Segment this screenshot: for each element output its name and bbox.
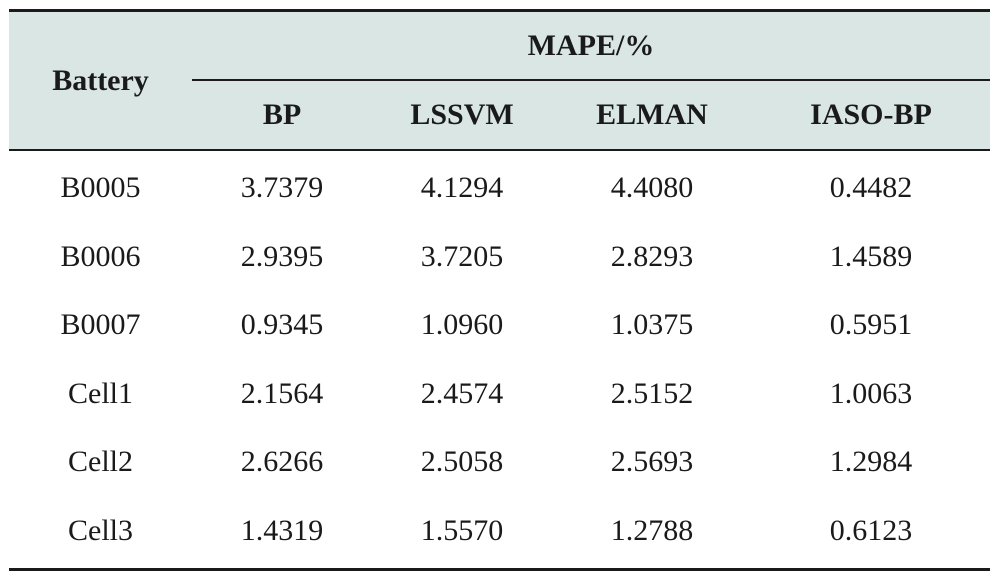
value-cell: 2.5693	[610, 445, 694, 479]
battery-cell: Cell2	[68, 445, 133, 479]
value-cell: 3.7205	[420, 239, 504, 273]
battery-cell: B0006	[60, 239, 141, 273]
battery-cell: B0005	[60, 171, 141, 205]
value-cell: 2.1564	[240, 376, 324, 410]
value-cell: 1.4319	[240, 513, 324, 547]
method-headers: BP LSSVM ELMAN IASO-BP	[192, 81, 990, 149]
group-rule	[192, 79, 990, 81]
value-cell: 0.9345	[240, 308, 324, 342]
column-header-elman: ELMAN	[596, 98, 708, 131]
value-cell: 1.2788	[610, 513, 694, 547]
battery-column-header: Battery	[52, 63, 149, 97]
header-rule	[9, 149, 990, 151]
value-cell: 0.6123	[829, 513, 913, 547]
value-cell: 2.8293	[610, 239, 694, 273]
value-cell: 1.4589	[829, 239, 913, 273]
column-header-lssvm: LSSVM	[410, 98, 514, 131]
value-cell: 1.0063	[829, 376, 913, 410]
value-cell: 1.2984	[829, 445, 913, 479]
table-row: B0007 0.9345 1.0960 1.0375 0.5951	[9, 291, 990, 360]
battery-cell: Cell1	[68, 376, 133, 410]
value-cell: 1.0375	[610, 308, 694, 342]
battery-cell: Cell3	[68, 513, 133, 547]
mape-table: Battery MAPE/% BP LSSVM ELMAN IASO-BP B0…	[9, 9, 990, 571]
table-row: B0006 2.9395 3.7205 2.8293 1.4589	[9, 223, 990, 292]
table-row: B0005 3.7379 4.1294 4.4080 0.4482	[9, 154, 990, 223]
value-cell: 0.5951	[829, 308, 913, 342]
column-header-iaso-bp: IASO-BP	[810, 98, 932, 131]
column-header-bp: BP	[262, 98, 302, 131]
table-header: Battery MAPE/% BP LSSVM ELMAN IASO-BP	[9, 12, 990, 149]
value-cell: 4.4080	[610, 171, 694, 205]
value-cell: 1.0960	[420, 308, 504, 342]
value-cell: 1.5570	[420, 513, 504, 547]
table-row: Cell2 2.6266 2.5058 2.5693 1.2984	[9, 428, 990, 497]
value-cell: 2.5152	[610, 376, 694, 410]
table-row: Cell1 2.1564 2.4574 2.5152 1.0063	[9, 360, 990, 429]
table-row: Cell3 1.4319 1.5570 1.2788 0.6123	[9, 497, 990, 566]
value-cell: 2.6266	[240, 445, 324, 479]
value-cell: 4.1294	[420, 171, 504, 205]
table-body: B0005 3.7379 4.1294 4.4080 0.4482 B0006 …	[9, 154, 990, 565]
value-cell: 0.4482	[829, 171, 913, 205]
mape-group-header: MAPE/%	[527, 28, 655, 62]
value-cell: 3.7379	[240, 171, 324, 205]
battery-cell: B0007	[60, 308, 141, 342]
value-cell: 2.9395	[240, 239, 324, 273]
top-rule	[9, 9, 990, 12]
value-cell: 2.4574	[420, 376, 504, 410]
value-cell: 2.5058	[420, 445, 504, 479]
